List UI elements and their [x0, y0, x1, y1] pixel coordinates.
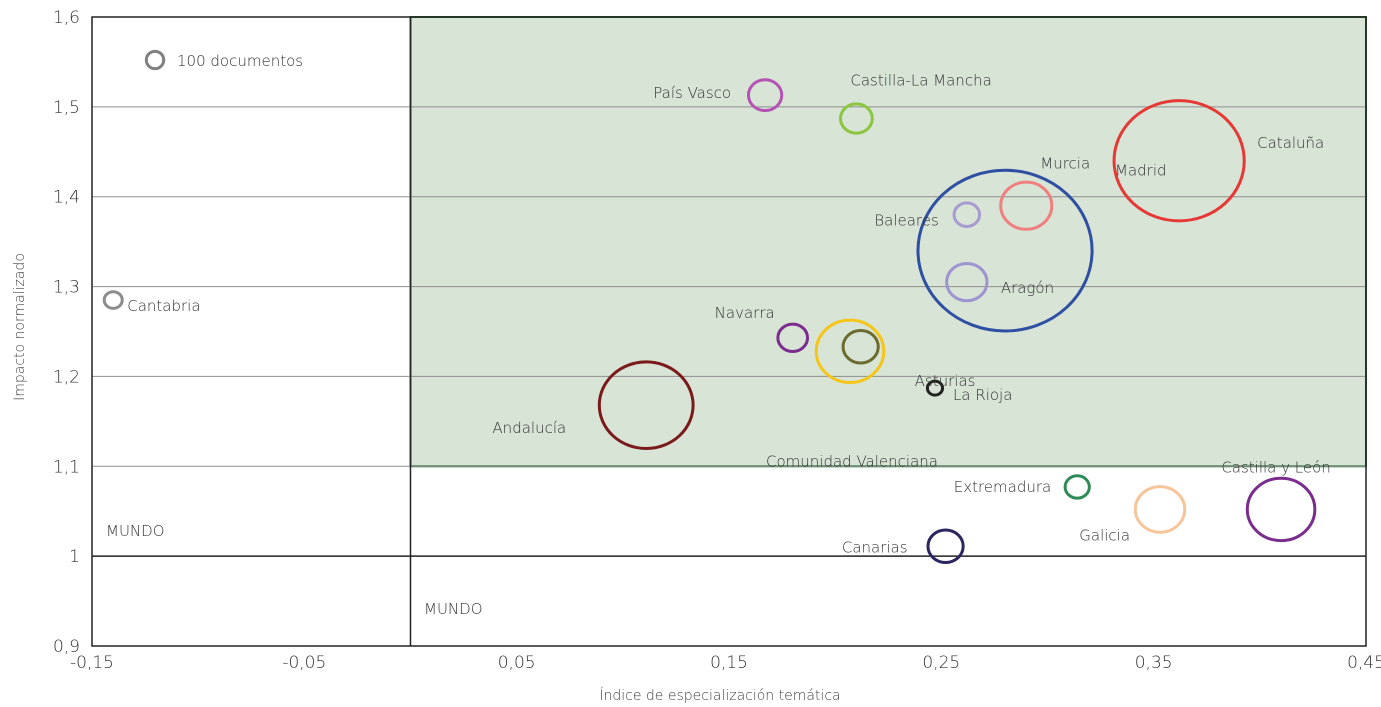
- x-tick-label: 0,15: [710, 653, 748, 673]
- x-tick-label: -0,05: [282, 653, 326, 673]
- y-axis-ticks: 0,9 1 1,1 1,2 1,3 1,4 1,5 1,6: [53, 8, 80, 657]
- bubble-label: Galicia: [1079, 526, 1130, 544]
- bubble: [814, 318, 886, 384]
- bubble-label: País Vasco: [653, 84, 731, 102]
- bubble-label: Canarias: [842, 538, 908, 556]
- bubble-label: Madrid: [1115, 162, 1167, 180]
- y-tick-label: 1: [69, 547, 80, 567]
- bubble: [746, 78, 784, 113]
- bubble: [839, 102, 874, 135]
- bubble: [926, 528, 965, 565]
- bubble: [952, 201, 982, 228]
- bubble: [1063, 474, 1091, 500]
- bubble-label: La Rioja: [953, 386, 1012, 404]
- bubble-label: Comunidad Valenciana: [766, 452, 938, 470]
- y-tick-label: 0,9: [53, 637, 80, 657]
- bubble: [1112, 99, 1246, 223]
- y-tick-label: 1,1: [53, 457, 80, 477]
- x-axis-ticks: -0,15 -0,05 0,05 0,15 0,25 0,35 0,45: [70, 653, 1381, 673]
- x-tick-label: 0,35: [1135, 653, 1173, 673]
- bubble: [1245, 476, 1317, 543]
- bubble: [999, 180, 1054, 231]
- bubble: [102, 290, 124, 310]
- mundo-label-bottom: MUNDO: [424, 600, 483, 618]
- x-axis-title: Índice de especialización temática: [599, 687, 840, 704]
- highlight-region: [409, 16, 1367, 468]
- bubble-label: Extremadura: [954, 478, 1052, 496]
- bubble: [597, 360, 695, 450]
- bubble: [925, 379, 945, 397]
- bubble-label: Asturias: [915, 372, 976, 390]
- bubble-label: Cataluña: [1257, 134, 1324, 152]
- size-legend-circle: [144, 49, 166, 71]
- bubbles: [102, 78, 1317, 565]
- bubble-label: Navarra: [715, 304, 775, 322]
- x-tick-label: 0,45: [1347, 653, 1381, 673]
- bubble-label: Cantabria: [127, 297, 200, 315]
- bubble-labels: Cantabria País Vasco Castilla-La Mancha Cat…: [127, 72, 1331, 557]
- y-axis-title: Impacto normalizado: [12, 253, 28, 401]
- x-tick-label: -0,15: [70, 653, 114, 673]
- bubble-label: Baleares: [874, 212, 938, 230]
- bubble: [776, 322, 810, 353]
- y-tick-label: 1,6: [53, 8, 80, 28]
- size-legend: 100 documentos: [144, 49, 303, 71]
- y-tick-label: 1,2: [53, 367, 80, 387]
- plot-frame: [91, 16, 1367, 647]
- x-tick-label: 0,05: [498, 653, 536, 673]
- bubble-label: Aragón: [1001, 279, 1054, 297]
- bubble-label: Castilla y León: [1221, 458, 1330, 476]
- bubble-label: Castilla-La Mancha: [850, 72, 991, 90]
- y-tick-label: 1,4: [53, 188, 80, 208]
- y-tick-label: 1,3: [53, 278, 80, 298]
- bubble: [841, 329, 880, 365]
- x-tick-label: 0,25: [922, 653, 960, 673]
- bubble: [945, 261, 989, 303]
- bubble-label: Murcia: [1040, 155, 1090, 173]
- bubble-label: Andalucía: [492, 419, 566, 437]
- bubble: [1133, 485, 1187, 534]
- size-legend-label: 100 documentos: [177, 52, 303, 70]
- mundo-label-left: MUNDO: [106, 522, 165, 540]
- bubble: [916, 168, 1094, 333]
- y-tick-label: 1,5: [53, 98, 80, 118]
